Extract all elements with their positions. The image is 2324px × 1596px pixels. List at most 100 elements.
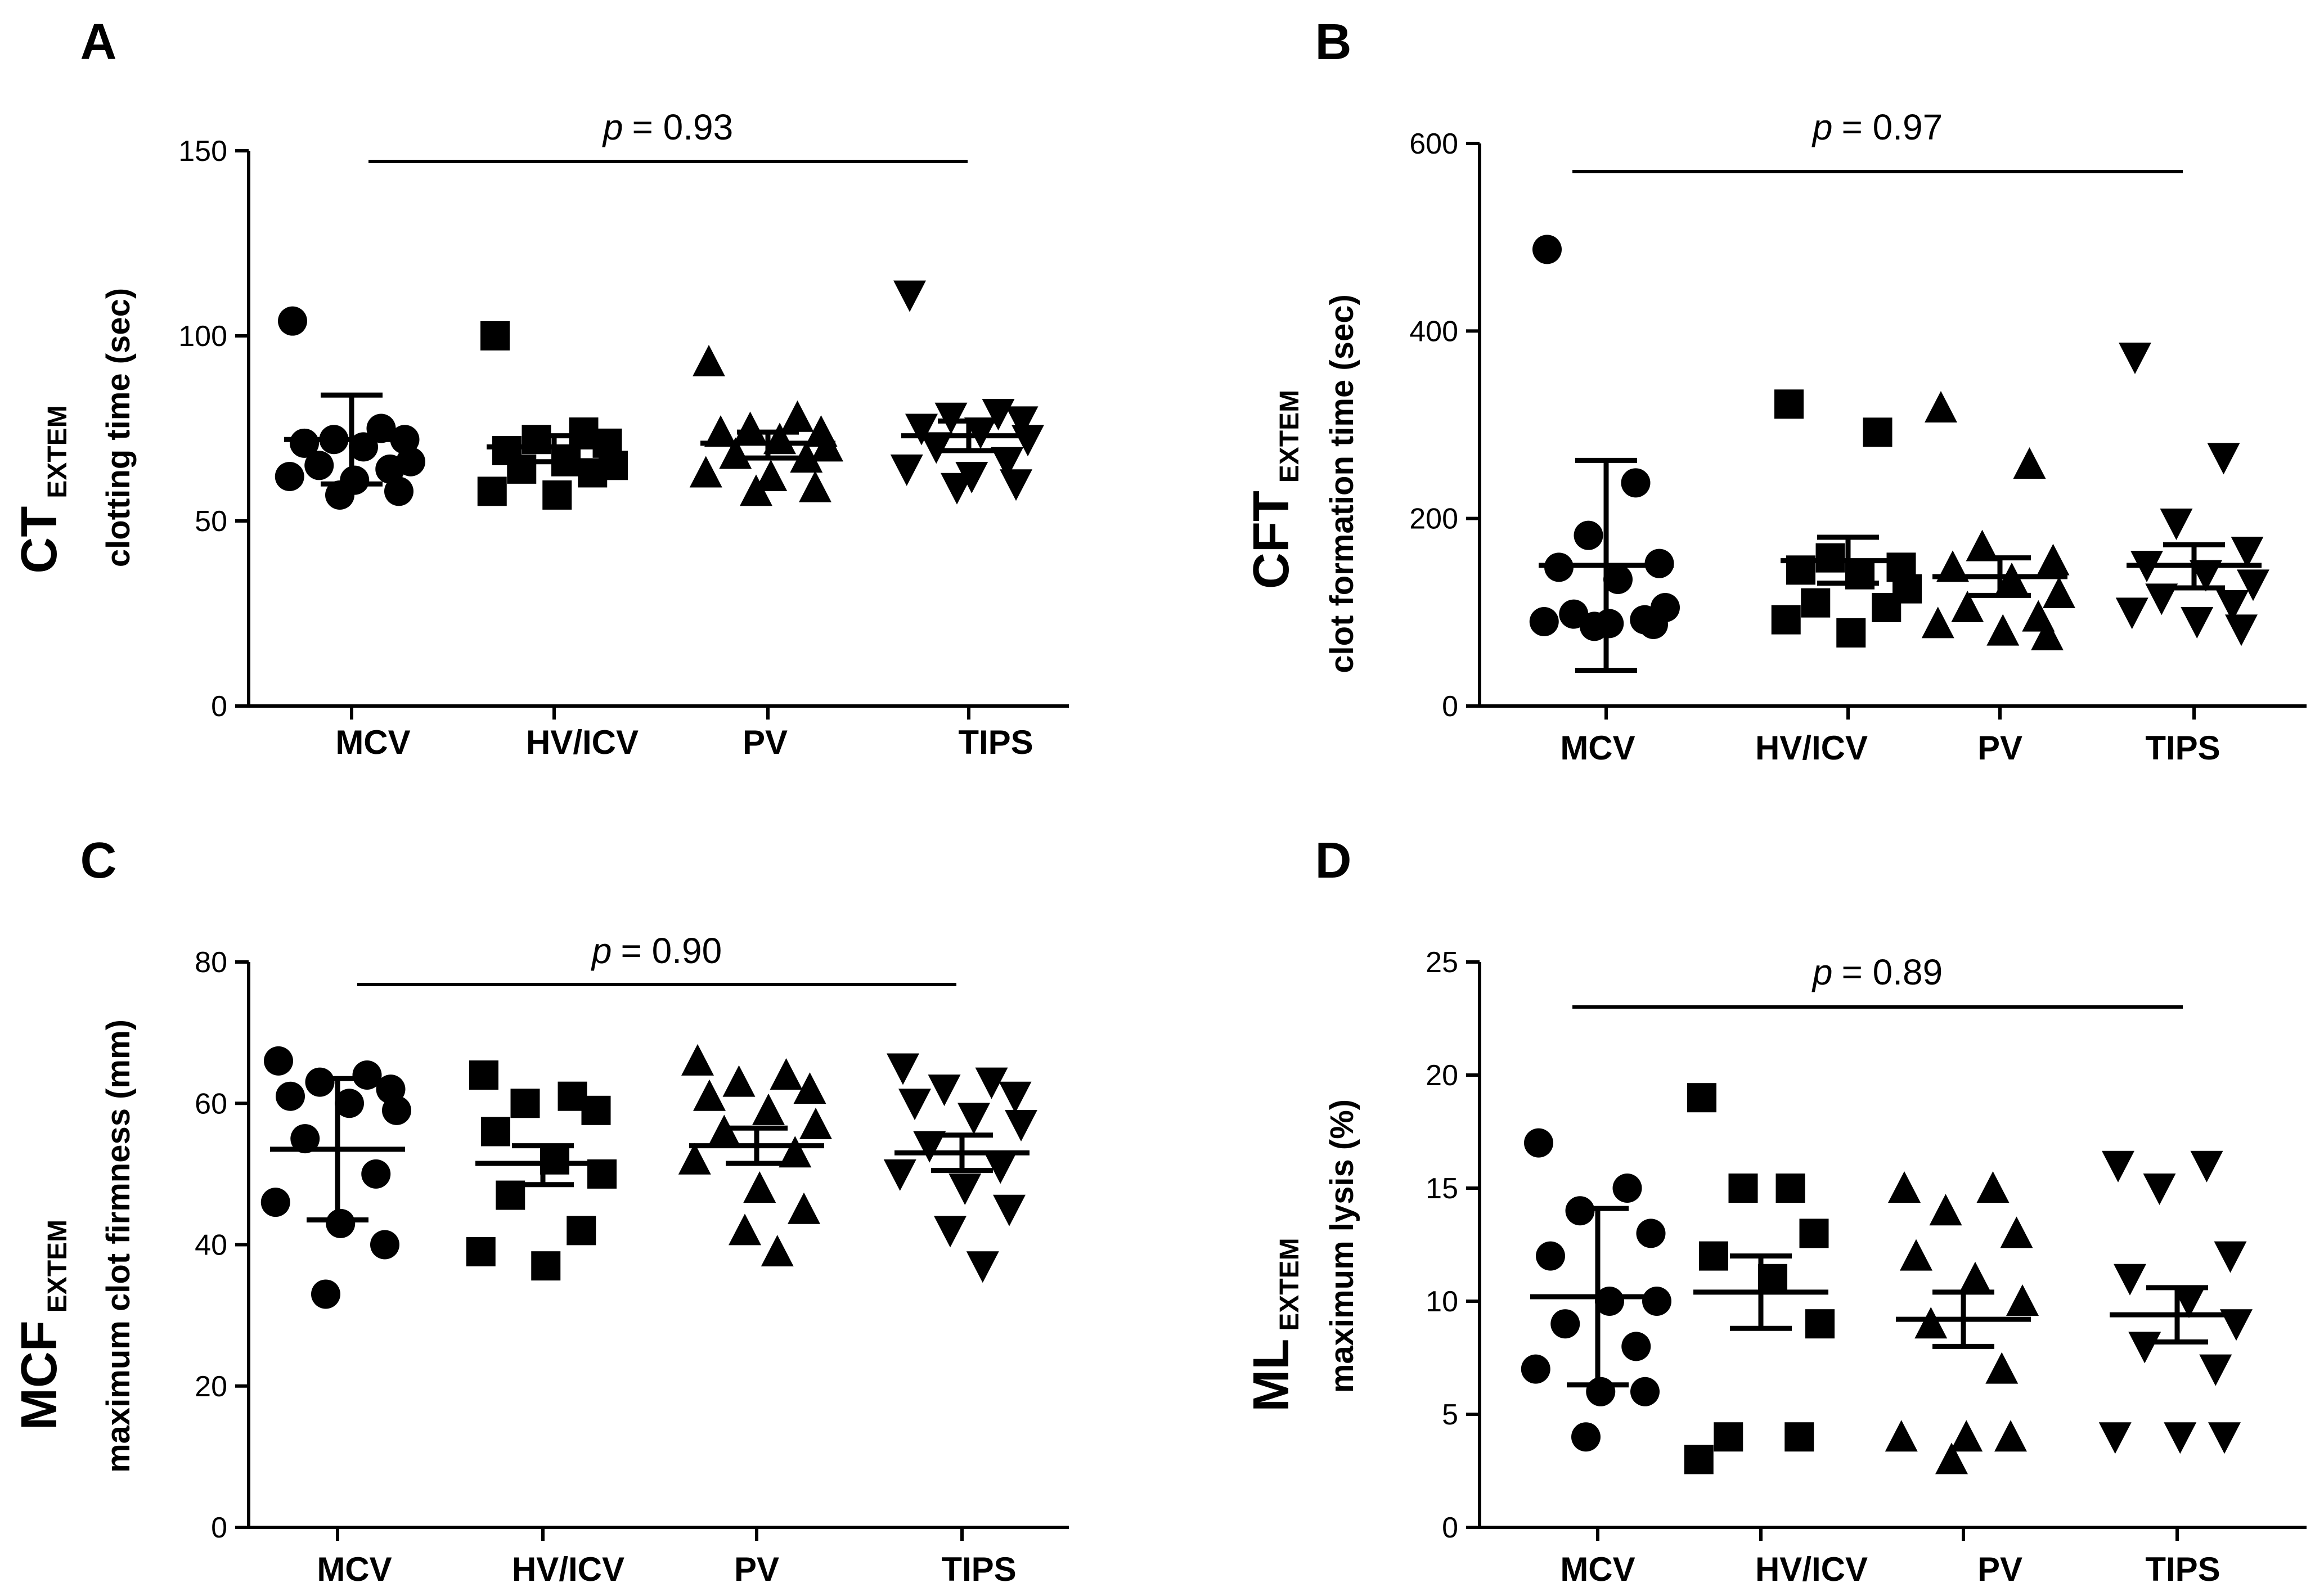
data-point: [928, 1075, 961, 1107]
data-point: [708, 1114, 741, 1147]
data-point: [2031, 619, 2064, 650]
data-point: [469, 1060, 498, 1090]
data-point: [779, 1136, 812, 1168]
x-tick-label: PV: [1977, 729, 2022, 767]
y-tick-label: 0: [211, 690, 227, 723]
series-pv: [1885, 1171, 2039, 1474]
y-tick-label: 15: [1426, 1172, 1458, 1205]
y-tick-label: 0: [1442, 1512, 1458, 1544]
data-point: [1935, 1442, 1968, 1474]
data-point: [1925, 391, 1957, 422]
panel-a: A 0 50 100 150 MCV HV/ICV PV TIPS CT EXTEM clotting…: [11, 14, 1069, 761]
data-point: [2173, 1287, 2205, 1318]
data-point: [1950, 1420, 1983, 1452]
data-point: [2006, 1284, 2039, 1316]
data-point: [770, 1058, 803, 1090]
y-axis-label-group: maximum clot firmness (mm): [100, 1019, 137, 1473]
data-point: [1774, 389, 1804, 419]
data-point: [1936, 550, 1969, 582]
x-tick-label: PV: [743, 723, 788, 761]
x-tick-label: TIPS: [2145, 1550, 2220, 1588]
data-point: [1536, 1241, 1565, 1271]
data-point: [890, 454, 923, 486]
data-point: [1687, 1083, 1716, 1113]
data-point: [390, 425, 420, 455]
data-point: [1639, 610, 1668, 639]
data-point: [761, 1235, 794, 1267]
p-value: = 0.93: [632, 107, 733, 147]
data-point: [1595, 1287, 1624, 1316]
data-point: [887, 1053, 919, 1085]
p-value-text: p = 0.90: [591, 930, 722, 971]
y-tick-label: 25: [1426, 946, 1458, 979]
data-point: [1985, 1352, 2019, 1384]
y-tick-label: 40: [195, 1229, 227, 1262]
y-tick-label: 0: [211, 1512, 227, 1544]
data-point: [949, 1174, 982, 1205]
data-point: [1699, 1241, 1728, 1271]
panel-letter: B: [1315, 14, 1352, 70]
y-axis-title-main: CT: [11, 506, 68, 574]
y-axis-title-text: ML EXTEM: [1243, 1238, 1305, 1411]
p-value-text: p = 0.93: [602, 107, 733, 147]
data-point: [1642, 1287, 1671, 1316]
y-tick-label: 20: [195, 1370, 227, 1403]
data-point: [2130, 551, 2163, 582]
data-point: [2143, 1174, 2176, 1205]
data-point: [1521, 1354, 1550, 1384]
data-point: [1005, 1109, 1037, 1141]
data-point: [1976, 1171, 2010, 1203]
data-point: [1636, 1219, 1666, 1248]
data-point: [2037, 543, 2070, 576]
y-tick-label: 200: [1409, 503, 1458, 536]
data-point: [920, 432, 953, 464]
data-point: [913, 1131, 946, 1163]
data-point: [681, 1044, 714, 1076]
data-point: [1630, 1377, 1660, 1406]
data-point: [790, 441, 823, 473]
data-point: [540, 1145, 569, 1175]
series-hv-icv: [1684, 1083, 1835, 1474]
series-mcv: [260, 1046, 411, 1309]
data-point: [1612, 1174, 1642, 1203]
data-point: [1959, 1261, 1992, 1293]
y-axis-title-text: CT EXTEM: [11, 405, 73, 573]
data-point: [719, 437, 752, 469]
data-point: [781, 400, 814, 432]
y-axis-label-group: clotting time (sec): [100, 288, 137, 567]
data-point: [905, 413, 938, 446]
data-point: [2098, 1422, 2132, 1454]
panel-c: C 0 20 40 60 80 MCV HV/ICV PV TIPS MCF EXTEM maximum…: [11, 833, 1069, 1588]
x-tick-label: TIPS: [941, 1550, 1016, 1588]
data-point: [1621, 1332, 1651, 1361]
x-tick-label: MCV: [1560, 729, 1635, 767]
data-point: [2225, 614, 2258, 646]
data-point: [1921, 606, 1954, 639]
x-tick-label: PV: [734, 1550, 779, 1588]
data-point: [893, 280, 926, 312]
data-point: [2164, 1422, 2197, 1454]
y-tick-label: 100: [178, 320, 227, 353]
data-point: [466, 1237, 496, 1267]
y-axis-label: clotting time (sec): [100, 288, 137, 567]
y-axis-title-main: ML: [1243, 1339, 1300, 1412]
x-tick-label: TIPS: [2145, 729, 2220, 767]
y-axis-label: maximum clot firmness (mm): [100, 1019, 137, 1473]
x-tick-label: HV/ICV: [1755, 729, 1868, 767]
series-mcv: [1521, 1128, 1671, 1452]
data-point: [290, 1124, 320, 1154]
p-value-text: p = 0.97: [1811, 107, 1943, 147]
y-axis-title-text: CFT EXTEM: [1243, 390, 1305, 589]
data-point: [799, 470, 831, 502]
data-point: [510, 1089, 540, 1118]
data-point: [1550, 1309, 1580, 1339]
data-point: [689, 456, 722, 488]
data-point: [1012, 425, 1044, 457]
data-point: [999, 1081, 1032, 1113]
data-point: [1863, 417, 1893, 447]
data-point: [1805, 1309, 1835, 1339]
y-axis-title-sub: EXTEM: [1275, 1238, 1305, 1330]
data-point: [531, 1251, 561, 1281]
data-point: [375, 454, 405, 484]
data-point: [477, 476, 507, 506]
